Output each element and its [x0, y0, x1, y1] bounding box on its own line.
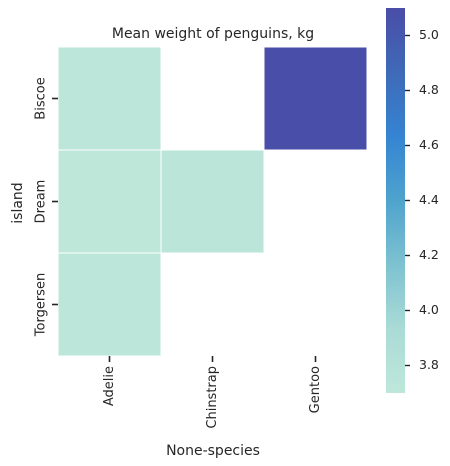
heatmap-cell-dream-adelie	[57, 149, 162, 254]
y-tick-label: Dream	[34, 180, 49, 224]
y-axis-ticks: Biscoe Dream Torgersen	[34, 77, 58, 337]
colorbar-tick-label: 4.2	[419, 247, 439, 262]
heatmap-cell-torgersen-adelie	[57, 252, 162, 357]
colorbar-tick-label: 5.0	[419, 27, 439, 42]
colorbar-gradient	[386, 8, 405, 393]
colorbar-tick-label: 4.8	[419, 82, 439, 97]
colorbar-tick-label: 4.0	[419, 302, 439, 317]
heatmap-cells	[57, 46, 368, 357]
y-tick-label: Torgersen	[34, 273, 49, 337]
x-axis-ticks: Adelie Chinstrap Gentoo	[102, 356, 323, 429]
x-axis-label: None-species	[166, 443, 260, 459]
colorbar-tick-label: 3.8	[419, 357, 439, 372]
y-tick-label: Biscoe	[34, 77, 49, 119]
x-tick-label: Chinstrap	[205, 366, 220, 429]
colorbar: 3.8 4.0 4.2 4.4 4.6 4.8 5.0	[386, 8, 439, 393]
x-tick-label: Adelie	[102, 366, 117, 406]
colorbar-tick-label: 4.6	[419, 137, 439, 152]
heatmap-cell-biscoe-gentoo	[263, 46, 368, 151]
x-tick-label: Gentoo	[308, 366, 323, 413]
heatmap-cell-dream-chinstrap	[160, 149, 265, 254]
y-axis-label: island	[10, 182, 26, 223]
chart-title: Mean weight of penguins, kg	[112, 26, 314, 42]
colorbar-tick-label: 4.4	[419, 192, 439, 207]
heatmap-cell-biscoe-adelie	[57, 46, 162, 151]
